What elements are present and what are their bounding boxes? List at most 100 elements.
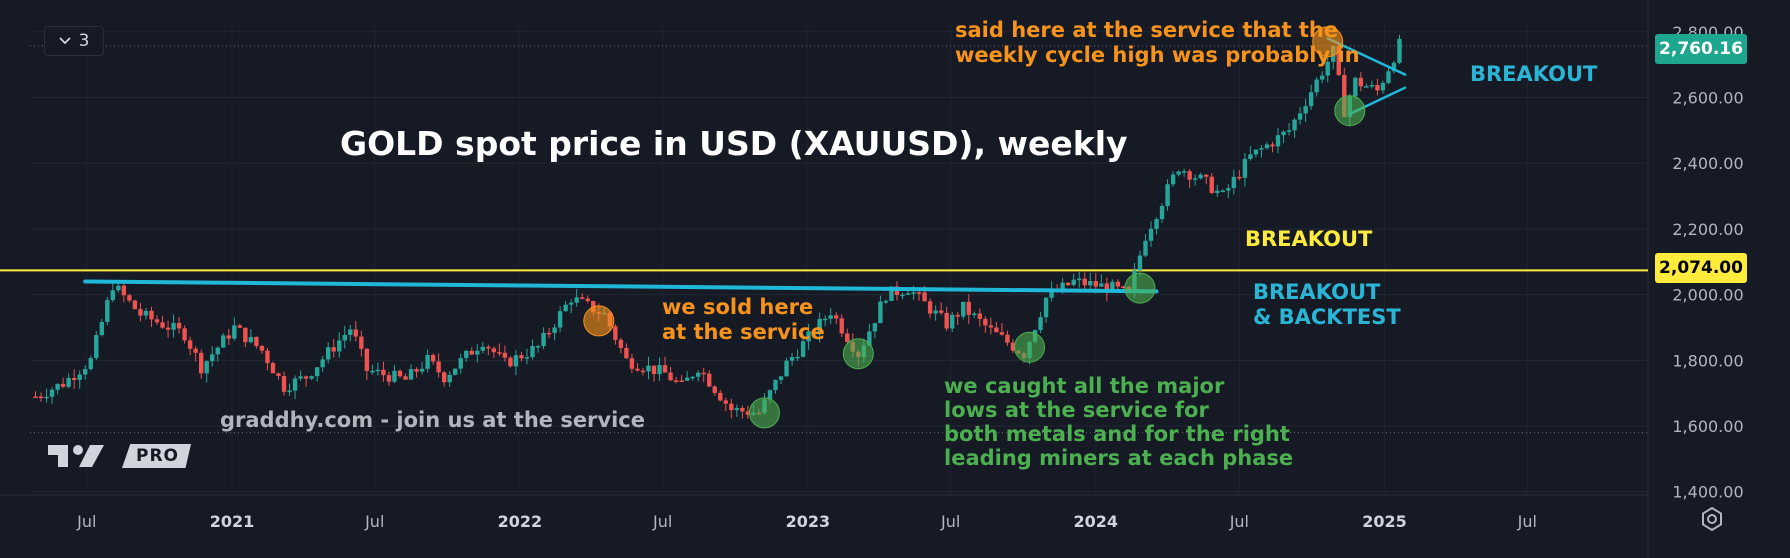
candle-body	[651, 365, 657, 375]
x-tick-label: 2022	[498, 512, 543, 531]
candle-body	[834, 315, 839, 319]
top-annotation-line-1: said here at the service that the	[955, 18, 1339, 42]
candle-body	[662, 365, 668, 373]
top-annotation: said here at the service that the weekly…	[955, 18, 1360, 68]
candle-body	[773, 379, 778, 391]
candle-body	[767, 390, 773, 400]
candle-body	[999, 332, 1005, 335]
candle-body	[585, 298, 590, 302]
candle-body	[1253, 149, 1259, 155]
candle-body	[1104, 283, 1110, 293]
candle-body	[116, 285, 121, 291]
candle-body	[441, 372, 447, 383]
candle-body	[1275, 135, 1281, 147]
candle-body	[1270, 144, 1275, 147]
candle-body	[900, 294, 905, 297]
candle-body	[193, 348, 198, 353]
candle-body	[740, 407, 745, 412]
candle-body	[1176, 171, 1181, 175]
candle-body	[276, 373, 281, 376]
candle-body	[657, 365, 662, 375]
sold-annotation: we sold here at the service	[662, 295, 825, 345]
candle-body	[1391, 62, 1397, 72]
y-tick-label: 1,400.00	[1672, 483, 1743, 502]
candle-body	[718, 392, 723, 401]
x-tick-label: Jul	[1517, 512, 1537, 531]
candle-body	[348, 329, 353, 335]
candle-body	[822, 318, 828, 321]
candle-body	[77, 374, 82, 381]
candle-body	[513, 355, 519, 367]
candle-body	[1010, 342, 1016, 351]
candle-body	[447, 374, 452, 383]
candle-body	[1226, 188, 1231, 191]
x-tick-label: 2025	[1362, 512, 1407, 531]
candle-body	[541, 332, 546, 347]
candle-body	[430, 354, 436, 362]
settings-button[interactable]	[1698, 505, 1726, 533]
candle-body	[889, 286, 894, 301]
candle-body	[198, 352, 204, 374]
candle-body	[182, 328, 187, 341]
sold-line-1: we sold here	[662, 295, 814, 319]
candle-body	[1187, 171, 1192, 180]
candle-body	[938, 310, 944, 313]
candle-body	[546, 332, 552, 335]
candle-body	[629, 358, 635, 369]
pro-badge: PRO	[122, 444, 192, 468]
candle-body	[1093, 280, 1098, 287]
last-price-tag: 2,760.16	[1655, 34, 1747, 64]
candle-body	[508, 357, 513, 367]
candle-body	[1071, 279, 1076, 286]
candle-body	[1242, 158, 1248, 178]
candle-body	[1314, 79, 1319, 93]
candle-body	[911, 292, 916, 294]
candle-body	[381, 369, 386, 376]
candle-body	[265, 350, 270, 364]
y-tick-label: 2,200.00	[1672, 220, 1743, 239]
backtest-line-2: & BACKTEST	[1253, 305, 1401, 329]
candle-body	[458, 358, 463, 369]
candle-body	[320, 359, 325, 368]
candle-body	[66, 377, 71, 387]
x-tick-label: 2021	[210, 512, 255, 531]
candle-body	[524, 357, 530, 359]
candle-body	[1215, 190, 1220, 193]
candle-body	[988, 325, 994, 328]
candle-body	[1082, 278, 1087, 286]
candle-body	[1137, 255, 1143, 271]
candle-body	[845, 333, 850, 343]
tradingview-logo[interactable]: PRO	[48, 442, 192, 470]
candle-body	[254, 336, 259, 346]
candle-body	[905, 293, 911, 295]
candle-body	[1303, 106, 1308, 114]
candle-body	[1220, 190, 1225, 193]
candle-body	[292, 378, 298, 391]
candle-body	[1286, 130, 1292, 132]
lows-line-1: we caught all the major	[944, 374, 1225, 398]
candles-layer	[33, 34, 1402, 419]
x-tick-label: Jul	[940, 512, 960, 531]
candle-body	[707, 373, 712, 387]
candle-body	[800, 341, 806, 357]
candle-body	[1204, 174, 1209, 177]
x-tick-label: Jul	[652, 512, 672, 531]
candle-body	[922, 292, 927, 302]
candle-body	[1297, 113, 1303, 120]
candle-body	[701, 372, 706, 375]
candle-body	[1088, 280, 1093, 286]
candle-body	[828, 315, 833, 319]
candle-body	[1380, 82, 1386, 91]
candle-body	[243, 327, 248, 343]
green-marker	[1014, 331, 1046, 363]
candle-body	[154, 319, 160, 323]
candle-body	[983, 318, 988, 326]
interval-selector[interactable]: 3	[44, 26, 104, 56]
candle-body	[337, 340, 342, 352]
candle-body	[839, 318, 844, 334]
website-watermark: graddhy.com - join us at the service	[220, 408, 645, 432]
candle-body	[110, 290, 116, 301]
candle-body	[878, 301, 883, 324]
